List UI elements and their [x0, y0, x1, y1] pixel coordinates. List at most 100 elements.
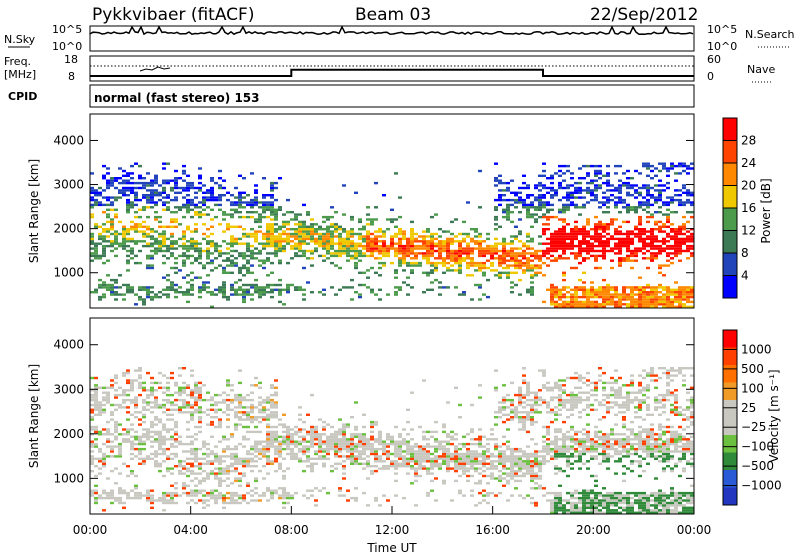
echo-cell [318, 435, 322, 438]
echo-cell [278, 208, 282, 211]
echo-cell [274, 198, 278, 202]
echo-cell [354, 257, 358, 260]
echo-cell [482, 435, 486, 438]
echo-cell [114, 396, 118, 399]
echo-cell [674, 228, 678, 231]
echo-cell [270, 184, 274, 187]
echo-cell [650, 196, 654, 199]
echo-cell [154, 252, 158, 255]
echo-cell [362, 440, 366, 443]
echo-cell [534, 186, 538, 190]
echo-cell [138, 438, 142, 441]
echo-cell [578, 228, 582, 231]
echo-cell [674, 244, 678, 248]
echo-cell [178, 398, 182, 402]
echo-cell [458, 249, 462, 253]
echo-cell [462, 462, 466, 465]
echo-cell [438, 261, 442, 265]
echo-cell [606, 288, 610, 291]
echo-cell [594, 240, 598, 243]
echo-cell [582, 291, 586, 294]
echo-cell [294, 455, 298, 458]
echo-cell [638, 215, 642, 219]
echo-cell [486, 455, 490, 458]
echo-cell [186, 501, 190, 505]
echo-cell [682, 169, 686, 173]
echo-cell [518, 261, 522, 265]
echo-cell [126, 269, 130, 272]
echo-cell [230, 259, 234, 262]
echo-cell [466, 274, 470, 277]
echo-cell [422, 452, 426, 456]
echo-cell [578, 177, 582, 180]
echo-cell [442, 259, 446, 262]
echo-cell [678, 247, 682, 250]
echo-cell [110, 218, 114, 221]
echo-cell [518, 479, 522, 483]
echo-cell [434, 266, 438, 270]
echo-cell [170, 225, 174, 228]
echo-cell [438, 247, 442, 250]
echo-cell [166, 179, 170, 182]
echo-cell [414, 252, 418, 255]
echo-cell [166, 447, 170, 451]
echo-cell [158, 496, 162, 500]
echo-cell [270, 384, 274, 387]
echo-cell [438, 240, 442, 243]
echo-cell [366, 213, 370, 216]
echo-cell [498, 254, 502, 258]
echo-cell [238, 206, 242, 209]
echo-cell [446, 435, 450, 438]
echo-cell [446, 460, 450, 463]
echo-cell [174, 487, 178, 490]
echo-cell [154, 396, 158, 399]
echo-cell [542, 206, 546, 209]
echo-cell [266, 499, 270, 502]
echo-cell [366, 249, 370, 253]
echo-cell [678, 189, 682, 192]
echo-cell [670, 300, 674, 304]
echo-cell [678, 288, 682, 291]
echo-cell [602, 293, 606, 296]
echo-cell [186, 281, 190, 284]
echo-cell [606, 184, 610, 187]
echo-cell [262, 211, 266, 214]
echo-cell [310, 264, 314, 267]
echo-cell [346, 237, 350, 241]
echo-cell [342, 249, 346, 253]
echo-cell [170, 240, 174, 243]
echo-cell [114, 293, 118, 296]
echo-cell [598, 186, 602, 190]
echo-cell [402, 460, 406, 463]
echo-cell [654, 201, 658, 204]
echo-cell [390, 438, 394, 441]
echo-cell [358, 452, 362, 456]
echo-cell [358, 228, 362, 231]
echo-cell [206, 286, 210, 289]
echo-cell [122, 230, 126, 233]
echo-cell [358, 462, 362, 465]
echo-cell [194, 433, 198, 436]
echo-cell [234, 457, 238, 460]
echo-cell [202, 208, 206, 211]
echo-cell [146, 408, 150, 411]
echo-cell [134, 487, 138, 490]
echo-cell [270, 386, 274, 389]
echo-cell [490, 264, 494, 267]
echo-cell [594, 235, 598, 238]
echo-cell [94, 425, 98, 429]
echo-cell [330, 465, 334, 468]
echo-cell [634, 228, 638, 231]
echo-cell [614, 288, 618, 291]
echo-cell [258, 450, 262, 453]
echo-cell [194, 384, 198, 387]
echo-cell [146, 428, 150, 431]
echo-cell [274, 230, 278, 233]
echo-cell [662, 237, 666, 241]
echo-cell [222, 438, 226, 441]
echo-cell [162, 447, 166, 451]
echo-cell [478, 235, 482, 238]
echo-cell [486, 237, 490, 241]
echo-cell [206, 499, 210, 502]
echo-cell [302, 288, 306, 291]
